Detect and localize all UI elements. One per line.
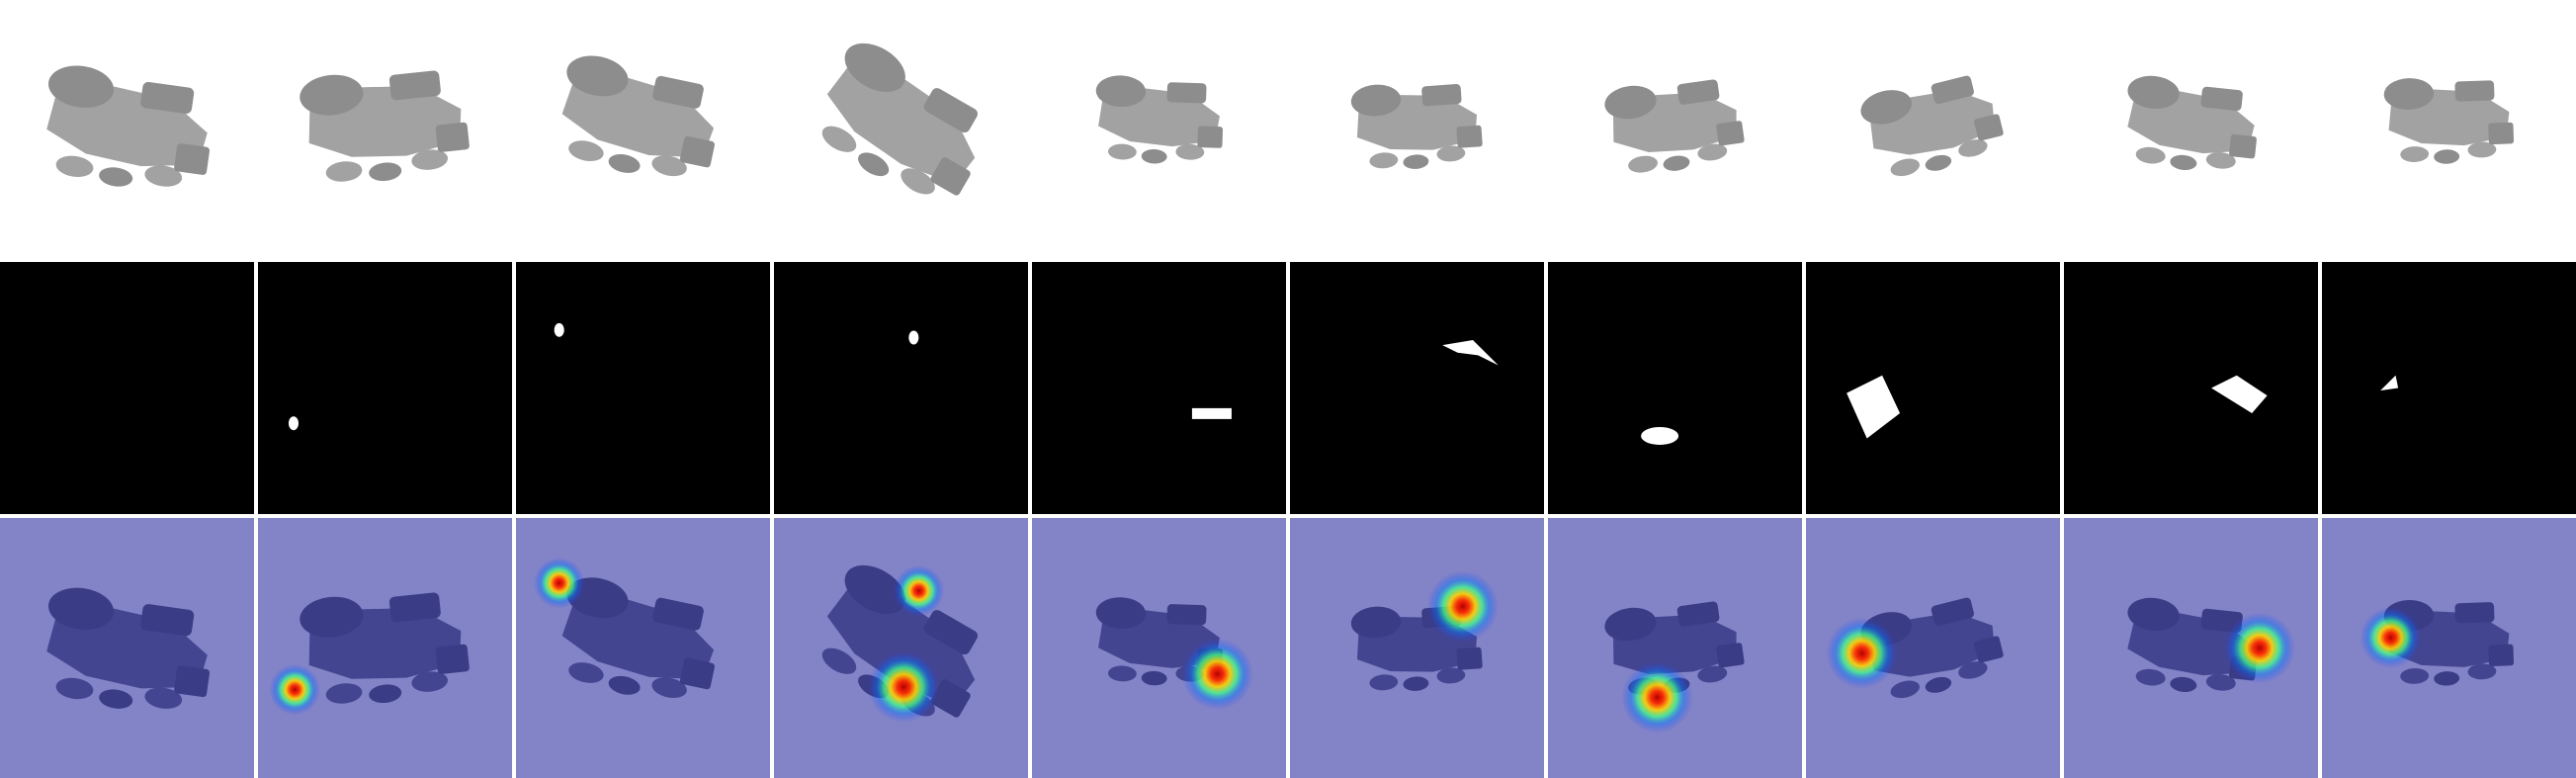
render-panel: [1806, 0, 2060, 252]
mask-region: [1191, 407, 1232, 419]
mask-panel: [0, 262, 254, 514]
heatmap-panel: [1290, 518, 1544, 778]
object-silhouette: [821, 43, 979, 196]
mask-region: [2211, 375, 2268, 413]
heatmap-panel: [1032, 518, 1286, 778]
render-panel: [258, 0, 512, 252]
object-silhouette: [1350, 84, 1483, 169]
mask-region: [288, 416, 299, 431]
object-silhouette: [2127, 75, 2257, 170]
mask-region: [1641, 426, 1679, 445]
heat-blob: [269, 663, 320, 716]
heat-blob: [1826, 617, 1898, 689]
heat-blob: [2360, 607, 2422, 668]
object-silhouette: [2383, 599, 2515, 686]
mask-panel: [2322, 262, 2576, 514]
heat-blob: [893, 564, 945, 617]
heatmap-panel: [1548, 518, 1802, 778]
render-panel: [2322, 0, 2576, 252]
object-silhouette: [1860, 75, 2004, 177]
object-silhouette: [561, 55, 715, 177]
render-row: [0, 0, 2576, 252]
object-silhouette: [46, 587, 211, 709]
mask-region: [908, 330, 919, 345]
heat-blob: [868, 650, 940, 723]
heatmap-panel: [0, 518, 254, 778]
mask-panel: [2064, 262, 2318, 514]
mask-region: [2380, 375, 2399, 391]
object-silhouette: [1604, 79, 1745, 173]
mask-row: [0, 262, 2576, 514]
mask-panel: [1548, 262, 1802, 514]
object-silhouette: [46, 65, 211, 187]
heatmap-row: [0, 518, 2576, 778]
render-panel: [1548, 0, 1802, 252]
heatmap-panel: [2322, 518, 2576, 778]
mask-panel: [516, 262, 770, 514]
render-panel: [1290, 0, 1544, 252]
mask-region: [1846, 375, 1901, 439]
render-panel: [2064, 0, 2318, 252]
object-silhouette: [300, 592, 470, 704]
render-panel: [1032, 0, 1286, 252]
heat-blob: [2223, 612, 2295, 684]
heatmap-panel: [258, 518, 512, 778]
object-silhouette: [1095, 75, 1224, 164]
render-panel: [516, 0, 770, 252]
heat-blob: [533, 558, 585, 609]
heat-blob: [1621, 661, 1693, 734]
heatmap-panel: [1806, 518, 2060, 778]
mask-panel: [258, 262, 512, 514]
heat-blob: [1426, 570, 1499, 643]
render-panel: [774, 0, 1028, 252]
heat-blob: [1181, 638, 1253, 710]
mask-region: [1442, 340, 1499, 366]
mask-panel: [774, 262, 1028, 514]
object-silhouette: [2383, 78, 2515, 164]
object-silhouette: [300, 70, 470, 182]
mask-panel: [1290, 262, 1544, 514]
mask-panel: [1032, 262, 1286, 514]
heatmap-panel: [516, 518, 770, 778]
mask-region: [554, 322, 564, 337]
mask-panel: [1806, 262, 2060, 514]
render-panel: [0, 0, 254, 252]
object-silhouette: [561, 577, 715, 699]
heatmap-panel: [774, 518, 1028, 778]
heatmap-panel: [2064, 518, 2318, 778]
